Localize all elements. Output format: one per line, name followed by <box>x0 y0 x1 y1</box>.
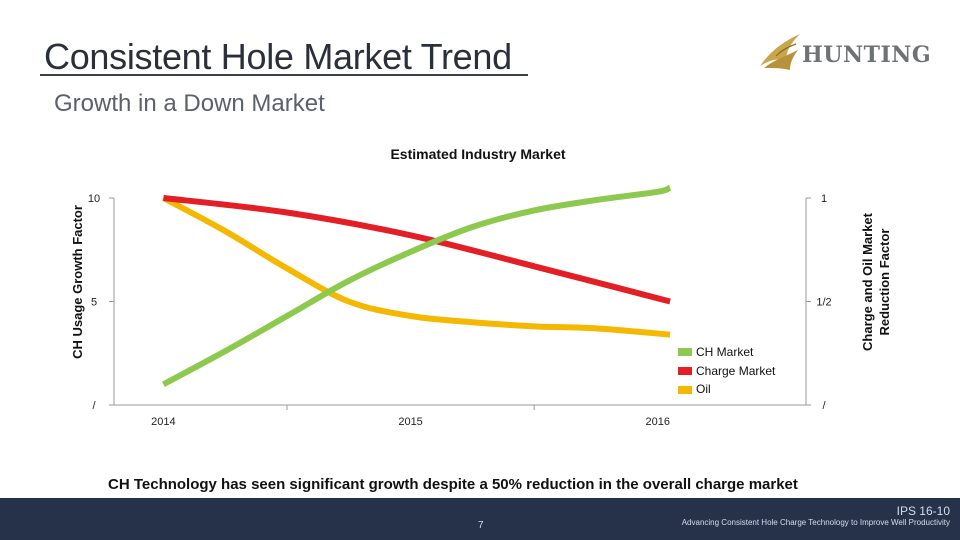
logo-text: HUNTING <box>802 42 932 68</box>
slide-subtitle: Growth in a Down Market <box>54 90 325 117</box>
x-tick-label: 2015 <box>398 416 422 428</box>
y2-tick-label: 1 <box>821 193 827 205</box>
footer-text: Advancing Consistent Hole Charge Technol… <box>681 518 950 527</box>
y-tick-label: 10 <box>88 193 100 205</box>
x-tick-label: 2014 <box>151 416 175 428</box>
series-layer <box>162 184 672 387</box>
legend: CH Market Charge Market Oil <box>676 344 802 396</box>
legend-label-oil: Oil <box>696 382 711 396</box>
legend-label-ch-market: CH Market <box>696 345 754 359</box>
y-tick-label: 5 <box>91 297 97 309</box>
y-tick-label: / <box>92 400 96 412</box>
y-axis-label: CH Usage Growth Factor <box>70 205 85 359</box>
y2-tick-label: 1/2 <box>816 297 831 309</box>
slide-caption: CH Technology has seen significant growt… <box>108 476 798 493</box>
legend-swatch-oil <box>678 386 692 394</box>
x-tick-label: 2016 <box>645 416 669 428</box>
series-line-charge-market <box>163 195 671 305</box>
axes-layer: 10 5 / 1 1/2 / 2014 2015 2016 <box>88 193 832 428</box>
hunting-logo-icon <box>760 34 800 70</box>
legend-label-charge-market: Charge Market <box>696 364 776 378</box>
series-line-oil <box>162 195 671 338</box>
legend-background <box>676 344 802 396</box>
series-line-ch-market <box>162 184 672 387</box>
y2-axis-label-line2: Reduction Factor <box>877 229 892 336</box>
slide-title: Consistent Hole Market Trend <box>44 36 512 77</box>
page-number: 7 <box>478 520 484 531</box>
footer-bar: 7 IPS 16-10 Advancing Consistent Hole Ch… <box>0 498 960 540</box>
legend-swatch-charge-market <box>678 367 692 375</box>
title-underline <box>40 74 528 76</box>
legend-swatch-ch-market <box>678 348 692 356</box>
y2-tick-label: / <box>822 400 826 412</box>
chart-title: Estimated Industry Market <box>390 146 565 162</box>
y2-axis-label-line1: Charge and Oil Market <box>860 212 875 351</box>
footer-code: IPS 16-10 <box>896 504 950 518</box>
